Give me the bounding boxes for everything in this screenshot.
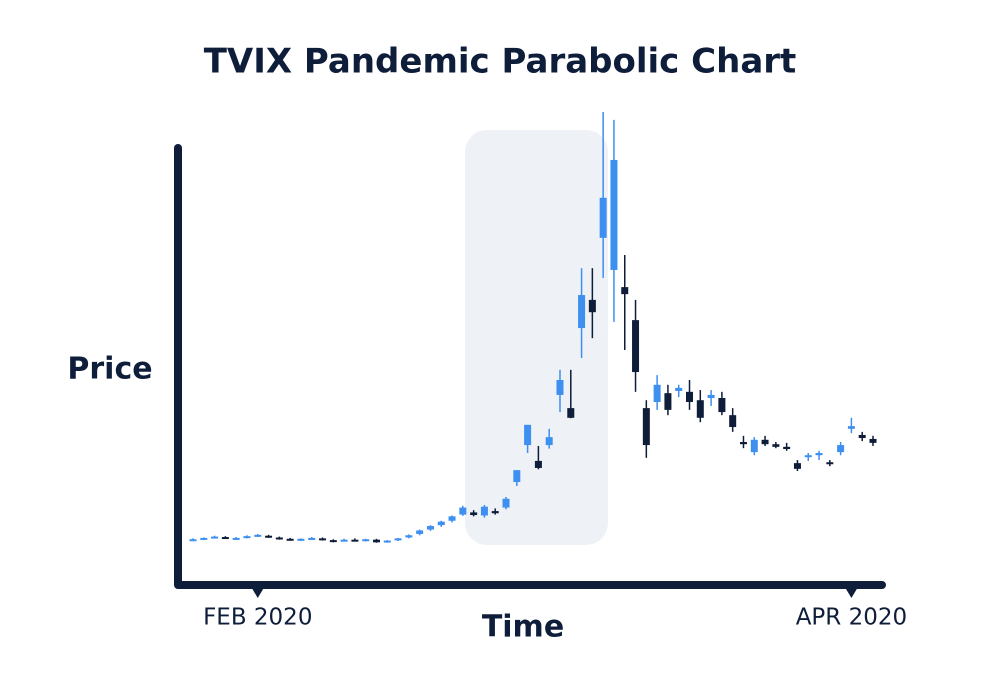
axes [174, 144, 886, 589]
candle-body [405, 535, 413, 538]
candle-body [524, 424, 532, 446]
x-tick-mark [251, 588, 264, 598]
candle-body [372, 539, 380, 543]
candle-body [869, 438, 877, 443]
candle-body [610, 159, 618, 270]
candle-body [232, 537, 240, 540]
candle-body [696, 400, 704, 418]
candle-body [847, 426, 855, 429]
chart-title: TVIX Pandemic Parabolic Chart [204, 42, 797, 82]
candle-body [448, 516, 456, 521]
candle-body [329, 540, 337, 543]
candle-body [567, 408, 575, 418]
candle-body [362, 539, 370, 542]
candle-body [750, 439, 758, 453]
candle-body [632, 320, 640, 373]
candle-body [729, 415, 737, 428]
x-tick-label: APR 2020 [796, 605, 907, 631]
candle-body [826, 462, 834, 465]
candle-body [340, 539, 348, 542]
candle-body [621, 287, 629, 295]
highlight-region [465, 130, 608, 545]
candle-body [556, 379, 564, 395]
candle-body [243, 536, 251, 539]
candle-body [254, 534, 262, 537]
candle-body [718, 398, 726, 413]
x-tick-mark [845, 588, 858, 598]
candle-body [783, 446, 791, 450]
candle-body [772, 444, 780, 447]
candle-body [739, 442, 747, 445]
candle-body [459, 507, 467, 515]
x-tick-label: FEB 2020 [203, 605, 312, 631]
candle-body [200, 537, 208, 540]
candle-body [416, 530, 424, 534]
candle-body [815, 453, 823, 456]
candle-body [534, 460, 542, 468]
candle-body [653, 384, 661, 402]
candle-body [675, 387, 683, 391]
candle-body [351, 539, 359, 542]
candle-body [265, 535, 273, 538]
candle-body [426, 526, 434, 530]
candle-body [513, 470, 521, 483]
candle-body [686, 391, 694, 402]
y-axis-label: Price [67, 352, 152, 387]
candle-body [588, 299, 596, 313]
candle-body [308, 537, 316, 540]
candle-body [837, 445, 845, 453]
candle-body [578, 295, 586, 329]
candle-body [480, 506, 488, 516]
candle-body [319, 538, 327, 541]
candle-body [297, 538, 305, 541]
candle-body [664, 393, 672, 410]
candle-body [491, 511, 499, 514]
candle-body [286, 538, 294, 541]
x-axis-label: Time [482, 610, 564, 645]
candle-body [189, 539, 197, 542]
candle-body [707, 394, 715, 398]
candles [189, 112, 877, 543]
candle-body [599, 197, 607, 238]
candle-body [275, 537, 283, 540]
candle-body [437, 521, 445, 526]
candle-body [394, 538, 402, 541]
candle-body [470, 512, 478, 516]
candle-body [858, 434, 866, 439]
candle-body [642, 408, 650, 446]
candle-body [383, 540, 391, 543]
candle-body [221, 537, 229, 540]
candle-body [793, 463, 801, 469]
candle-body [761, 439, 769, 445]
candle-body [804, 455, 812, 458]
candle-body [545, 437, 553, 446]
candle-body [211, 536, 219, 539]
candle-body [502, 498, 510, 508]
